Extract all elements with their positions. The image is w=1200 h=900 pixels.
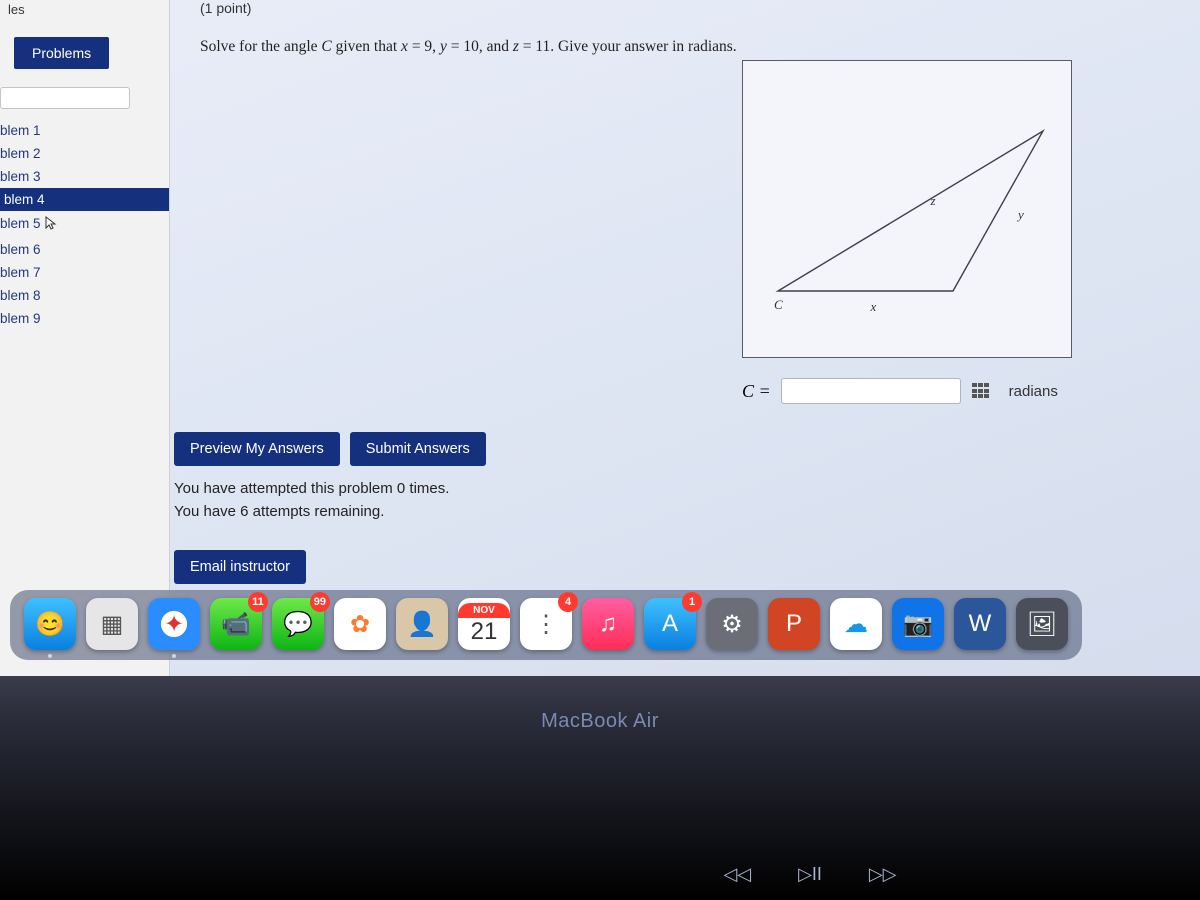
svg-text:z: z [930, 193, 936, 208]
media-prev-icon: ◁◁ [723, 864, 751, 885]
svg-text:y: y [1016, 207, 1024, 222]
contacts-icon[interactable]: 👤 [396, 598, 448, 650]
problem-search-input[interactable] [0, 87, 130, 109]
word-icon[interactable]: W [954, 598, 1006, 650]
problem-item-9[interactable]: blem 9 [0, 307, 169, 330]
facetime-icon[interactable]: 📹11 [210, 598, 262, 650]
given-text: given that [332, 38, 401, 55]
attempts-info: You have attempted this problem 0 times.… [174, 478, 449, 523]
sidebar-top-label: les [0, 0, 169, 19]
buttons-row: Preview My Answers Submit Answers [174, 432, 486, 466]
powerpoint-icon[interactable]: P [768, 598, 820, 650]
problem-item-3[interactable]: blem 3 [0, 165, 169, 188]
point-value-label: (1 point) [200, 0, 1200, 16]
calendar-month: NOV [458, 603, 510, 618]
badge: 99 [310, 592, 330, 612]
answer-label: C = [742, 381, 771, 402]
eq3: = 11. Give your answer in radians. [519, 38, 737, 55]
problems-button[interactable]: Problems [14, 37, 109, 69]
problem-list: blem 1blem 2blem 3blem 4blem 5blem 6blem… [0, 119, 169, 330]
safari-icon[interactable]: ✦ [148, 598, 200, 650]
photos-icon[interactable]: ✿ [334, 598, 386, 650]
finder-icon[interactable]: 😊 [24, 598, 76, 650]
eq1: = 9, [408, 38, 440, 55]
laptop-label: MacBook Air [541, 710, 659, 733]
problem-item-5[interactable]: blem 5 [0, 211, 169, 238]
dock-wrap: 😊▦✦📹11💬99✿👤NOV21⋮4♫A1⚙P☁📷W🖼 [0, 590, 1200, 660]
settings-icon[interactable]: ⚙ [706, 598, 758, 650]
submit-answers-button[interactable]: Submit Answers [350, 432, 486, 466]
triangle-diagram: Cx y z [742, 60, 1072, 358]
badge: 11 [248, 592, 268, 612]
eq2: = 10, and [447, 38, 513, 55]
running-dot [172, 654, 176, 658]
problem-item-2[interactable]: blem 2 [0, 142, 169, 165]
onedrive-icon[interactable]: ☁ [830, 598, 882, 650]
attempts-line1: You have attempted this problem 0 times. [174, 478, 449, 501]
problem-item-8[interactable]: blem 8 [0, 284, 169, 307]
main-content: (1 point) Solve for the angle C given th… [170, 0, 1200, 676]
svg-text:C: C [774, 297, 783, 312]
reminders-icon[interactable]: ⋮4 [520, 598, 572, 650]
question-text: Solve for the angle C given that x = 9, … [200, 38, 1200, 56]
problem-item-7[interactable]: blem 7 [0, 261, 169, 284]
sidebar: les Problems blem 1blem 2blem 3blem 4ble… [0, 0, 170, 676]
preview-icon[interactable]: 🖼 [1016, 598, 1068, 650]
cursor-icon [43, 215, 59, 234]
keypad-icon[interactable] [971, 382, 993, 400]
macos-dock: 😊▦✦📹11💬99✿👤NOV21⋮4♫A1⚙P☁📷W🖼 [10, 590, 1082, 660]
var-y: y [440, 38, 447, 55]
question-prefix: Solve for the angle [200, 38, 321, 55]
answer-input[interactable] [781, 378, 961, 404]
attempts-line2: You have 6 attempts remaining. [174, 501, 449, 524]
email-instructor-button[interactable]: Email instructor [174, 550, 306, 584]
badge: 1 [682, 592, 702, 612]
media-play-icon: ▷II [798, 864, 822, 885]
music-icon[interactable]: ♫ [582, 598, 634, 650]
media-next-icon: ▷▷ [869, 864, 897, 885]
launchpad-icon[interactable]: ▦ [86, 598, 138, 650]
webwork-screen: les Problems blem 1blem 2blem 3blem 4ble… [0, 0, 1200, 676]
answer-row: C = radians [742, 378, 1058, 404]
var-c: C [321, 38, 331, 55]
triangle-svg: Cx y z [743, 61, 1073, 359]
media-keys-row: ◁◁ ▷II ▷▷ [0, 864, 1200, 885]
messages-icon[interactable]: 💬99 [272, 598, 324, 650]
running-dot [48, 654, 52, 658]
problem-item-6[interactable]: blem 6 [0, 238, 169, 261]
problem-item-4[interactable]: blem 4 [0, 188, 169, 211]
svg-text:x: x [870, 299, 877, 314]
var-x: x [401, 38, 408, 55]
calendar-day: 21 [471, 618, 498, 646]
badge: 4 [558, 592, 578, 612]
calendar-icon[interactable]: NOV21 [458, 598, 510, 650]
preview-answers-button[interactable]: Preview My Answers [174, 432, 340, 466]
camera-icon[interactable]: 📷 [892, 598, 944, 650]
problem-item-1[interactable]: blem 1 [0, 119, 169, 142]
appstore-icon[interactable]: A1 [644, 598, 696, 650]
radians-label: radians [1009, 383, 1058, 400]
